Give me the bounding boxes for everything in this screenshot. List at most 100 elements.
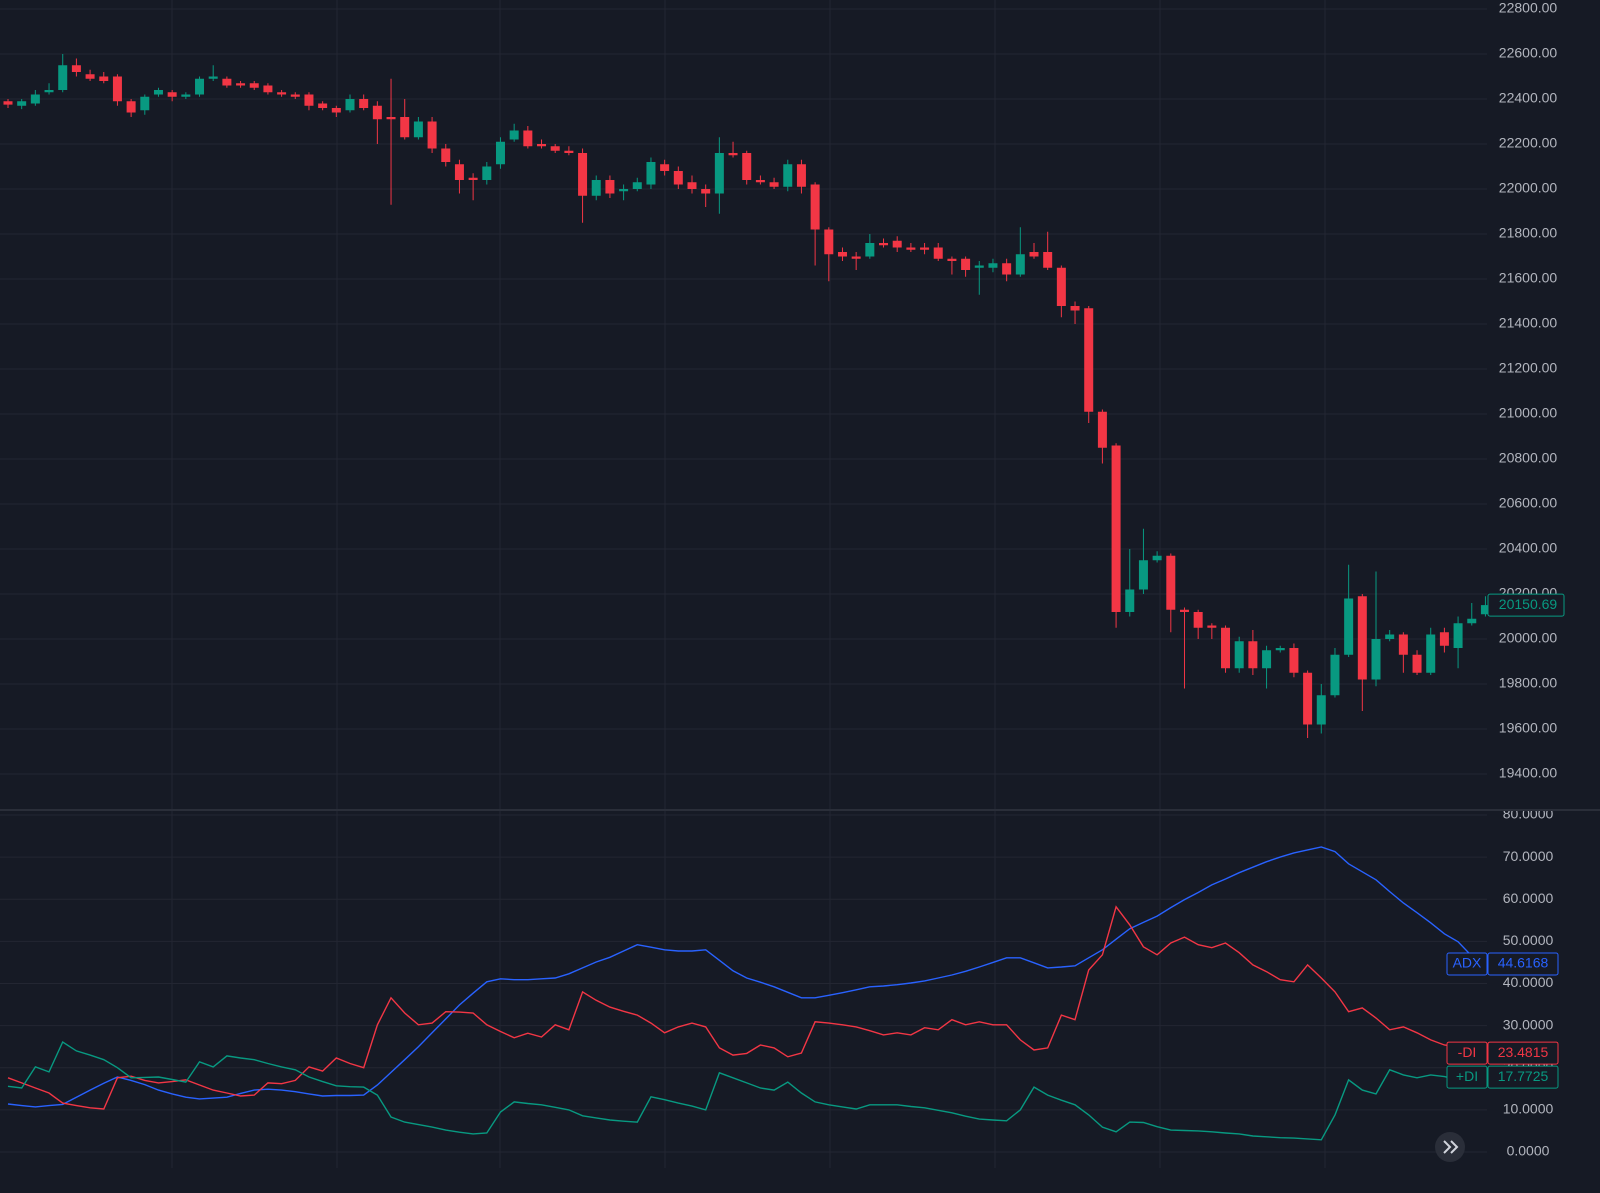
candle-body — [933, 247, 943, 259]
y-tick-label: 40.0000 — [1503, 974, 1554, 990]
candle-body — [701, 189, 711, 194]
candle-body — [413, 121, 423, 138]
candle-body — [714, 153, 724, 194]
candle-body — [660, 164, 670, 171]
candle-body — [742, 153, 752, 180]
y-tick-label: 20600.00 — [1499, 495, 1558, 511]
candle-body — [1248, 641, 1258, 669]
candle-body — [769, 182, 779, 187]
candle-body — [1166, 555, 1176, 610]
candle-body — [1303, 672, 1313, 725]
scroll-button[interactable] — [1435, 1132, 1465, 1162]
candle-body — [140, 96, 150, 111]
candle-body — [277, 92, 287, 95]
candle-body — [1385, 634, 1395, 639]
candle-body — [17, 101, 27, 106]
y-tick-label: 80.0000 — [1503, 806, 1554, 822]
candle-body — [974, 265, 984, 268]
candle-body — [796, 164, 806, 187]
candle-body — [372, 105, 382, 120]
candle-body — [673, 171, 683, 185]
candle-body — [509, 130, 519, 140]
candle-body — [386, 117, 396, 120]
candle-body — [1125, 589, 1135, 612]
candle-body — [195, 78, 205, 95]
labels: 19400.0019600.0019800.0020000.0020200.00… — [1446, 0, 1565, 1159]
candle-body — [728, 153, 738, 156]
candle-body — [550, 146, 560, 151]
candle-body — [249, 83, 259, 88]
candle-body — [30, 94, 40, 104]
scroll-icon[interactable] — [1443, 1140, 1459, 1154]
candle-body — [1152, 555, 1162, 561]
y-tick-label: 22000.00 — [1499, 180, 1558, 196]
candle-body — [345, 99, 355, 111]
indicator-line — [7, 905, 1486, 1110]
candle-body — [837, 252, 847, 257]
y-tick-label: 21800.00 — [1499, 225, 1558, 241]
candle-body — [1234, 641, 1244, 669]
candle-body — [687, 182, 697, 189]
legend-name: +DI — [1456, 1068, 1478, 1084]
y-tick-label: 20400.00 — [1499, 540, 1558, 556]
candle-body — [947, 258, 957, 261]
y-tick-label: 22400.00 — [1499, 90, 1558, 106]
candle-body — [1138, 560, 1148, 590]
y-tick-label: 21600.00 — [1499, 270, 1558, 286]
candle-body — [400, 117, 410, 138]
candle-body — [85, 74, 95, 79]
candle-body — [441, 148, 451, 162]
candle-body — [167, 92, 177, 97]
candle-body — [523, 130, 533, 147]
candle-body — [564, 150, 574, 153]
candle-body — [126, 101, 136, 113]
candle-body — [331, 108, 341, 113]
legend-value-box — [1487, 952, 1559, 976]
indicator-line — [7, 1040, 1486, 1141]
candle-body — [454, 164, 464, 180]
candle-body — [619, 189, 629, 192]
candle-body — [359, 99, 369, 108]
candle-body — [605, 180, 615, 194]
candle-body — [810, 184, 820, 230]
legend-name-box — [1446, 952, 1488, 976]
candle-body — [755, 180, 765, 183]
candle-body — [1056, 267, 1066, 306]
candle-body — [1070, 306, 1080, 311]
candle-body — [3, 101, 13, 105]
candle-body — [1015, 254, 1025, 275]
candle-body — [181, 94, 191, 97]
candle-body — [783, 164, 793, 187]
legend-value: 44.6168 — [1498, 955, 1549, 971]
y-tick-label: 22200.00 — [1499, 135, 1558, 151]
candle-body — [1262, 650, 1272, 669]
candle-body — [1371, 639, 1381, 680]
candle-body — [1289, 648, 1299, 673]
candle-body — [1330, 654, 1340, 696]
candle-body — [222, 78, 232, 86]
y-tick-label: 30.0000 — [1503, 1016, 1554, 1032]
candle-body — [1357, 596, 1367, 680]
candle-body — [58, 65, 68, 90]
candle-body — [851, 256, 861, 259]
candle-body — [1316, 695, 1326, 725]
candle-body — [290, 94, 300, 97]
y-tick-label: 20000.00 — [1499, 630, 1558, 646]
y-tick-label: 21200.00 — [1499, 360, 1558, 376]
legend-value: 23.4815 — [1498, 1044, 1549, 1060]
y-tick-label: 0.0000 — [1507, 1143, 1550, 1159]
candle-body — [1097, 411, 1107, 448]
candle-body — [879, 243, 889, 246]
candle-body — [906, 247, 916, 250]
legend-value-box — [1487, 1065, 1559, 1089]
candle-body — [495, 141, 505, 165]
candle-body — [236, 83, 246, 86]
y-tick-label: 20800.00 — [1499, 450, 1558, 466]
candle-body — [578, 153, 588, 196]
y-tick-label: 19800.00 — [1499, 675, 1558, 691]
y-tick-label: 21000.00 — [1499, 405, 1558, 421]
candle-body — [1453, 623, 1463, 648]
candle-body — [1467, 618, 1477, 624]
candle-body — [920, 247, 930, 250]
candle-body — [427, 121, 437, 149]
